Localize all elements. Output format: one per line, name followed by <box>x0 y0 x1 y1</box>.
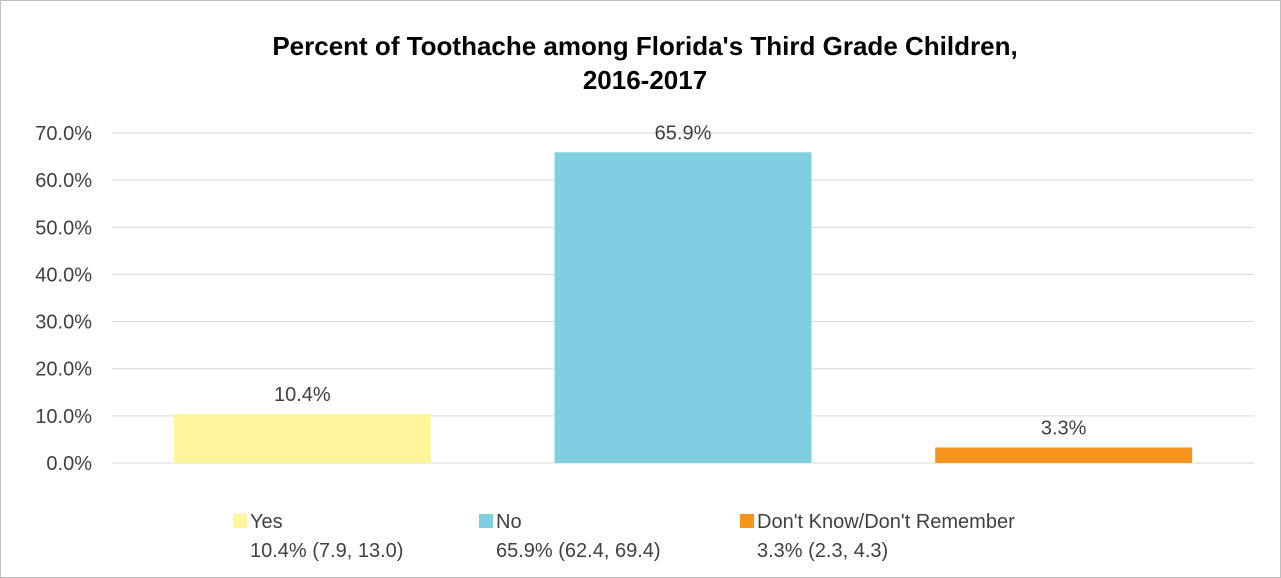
data-labels: 10.4% 65.9% 3.3% <box>274 122 1087 439</box>
legend-swatch <box>479 514 493 528</box>
data-label: 65.9% <box>655 122 712 144</box>
legend-item: Don't Know/Don't Remember 3.3% (2.3, 4.3) <box>740 511 1015 562</box>
legend-detail: 3.3% (2.3, 4.3) <box>757 540 888 562</box>
legend-label: Yes <box>250 511 283 533</box>
y-axis-tick-labels: 0.0% 10.0% 20.0% 30.0% 40.0% 50.0% 60.0% 70.0% <box>35 123 92 475</box>
legend-swatch <box>740 514 754 528</box>
legend-swatch <box>233 514 247 528</box>
bar <box>935 447 1193 463</box>
y-tick-label: 0.0% <box>46 453 92 475</box>
chart-title-line-2: 2016-2017 <box>583 65 707 95</box>
data-label: 3.3% <box>1041 417 1087 439</box>
y-tick-label: 50.0% <box>35 217 92 239</box>
y-tick-label: 10.0% <box>35 406 92 428</box>
y-tick-label: 70.0% <box>35 123 92 145</box>
legend: Yes 10.4% (7.9, 13.0) No 65.9% (62.4, 69.4)… <box>233 511 1015 562</box>
chart-title-line-1: Percent of Toothache among Florida's Thi… <box>272 31 1017 61</box>
bar <box>554 152 812 464</box>
legend-item: No 65.9% (62.4, 69.4) <box>479 511 661 562</box>
legend-detail: 65.9% (62.4, 69.4) <box>496 540 661 562</box>
legend-item: Yes 10.4% (7.9, 13.0) <box>233 511 403 562</box>
legend-detail: 10.4% (7.9, 13.0) <box>250 540 403 562</box>
y-tick-label: 30.0% <box>35 312 92 334</box>
legend-label: Don't Know/Don't Remember <box>757 511 1015 533</box>
bars <box>173 152 1193 464</box>
y-tick-label: 20.0% <box>35 359 92 381</box>
y-tick-label: 40.0% <box>35 264 92 286</box>
legend-label: No <box>496 511 522 533</box>
data-label: 10.4% <box>274 384 331 406</box>
bar <box>173 413 431 463</box>
y-tick-label: 60.0% <box>35 170 92 192</box>
